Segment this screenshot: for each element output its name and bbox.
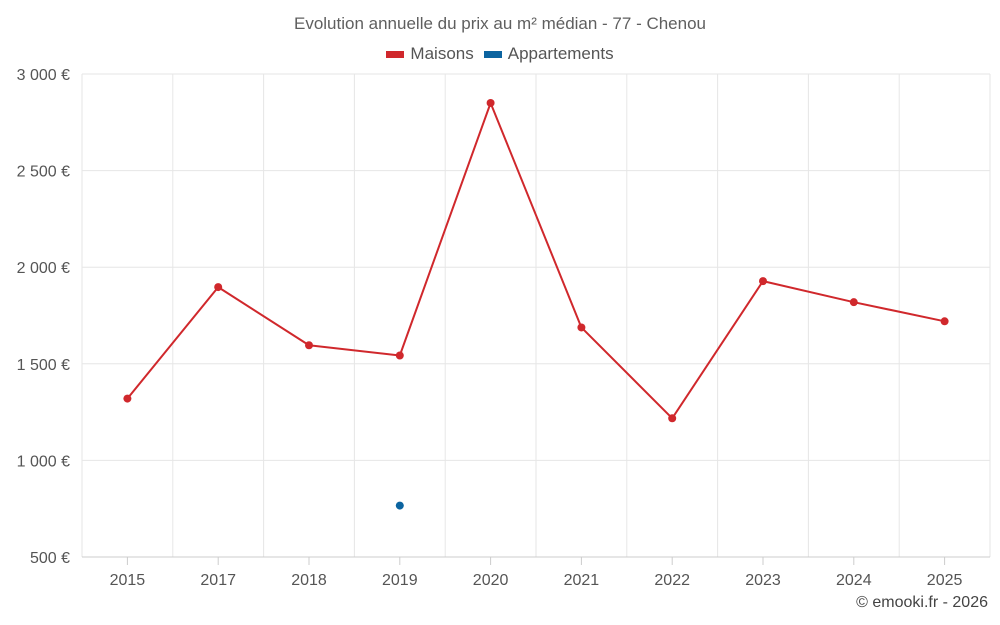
data-point-maisons[interactable] [305, 341, 313, 350]
y-tick-label: 3 000 € [17, 67, 70, 84]
x-tick-label: 2017 [200, 572, 236, 589]
x-tick-label: 2019 [382, 572, 418, 589]
data-point-maisons[interactable] [940, 317, 949, 326]
data-point-maisons[interactable] [577, 323, 586, 332]
x-tick-label: 2022 [654, 572, 690, 589]
legend-label-maisons: Maisons [410, 44, 474, 63]
chart-title: Evolution annuelle du prix au m² médian … [293, 14, 707, 33]
data-point-maisons[interactable] [668, 414, 677, 423]
legend-label-appartements: Appartements [507, 44, 614, 63]
series-line-maisons [126, 101, 945, 420]
data-point-maisons[interactable] [395, 351, 404, 360]
y-tick-label: 1 000 € [17, 453, 70, 470]
x-tick-label: 2021 [564, 572, 600, 589]
x-tick-label: 2024 [836, 572, 872, 589]
y-tick-label: 2 500 € [17, 164, 70, 181]
x-tick-label: 2015 [110, 572, 146, 589]
y-tick-label: 1 500 € [17, 357, 70, 374]
data-point-maisons[interactable] [123, 394, 132, 403]
legend-item-appartements[interactable]: Appartements [483, 44, 614, 64]
legend-swatch-maisons [386, 50, 405, 58]
legend-swatch-appartements [483, 50, 502, 58]
data-point-appartements[interactable] [395, 501, 404, 510]
x-tick-label: 2023 [745, 572, 781, 589]
legend: Maisons Appartements [0, 44, 1000, 64]
legend-item-maisons[interactable]: Maisons [386, 44, 474, 64]
data-point-maisons[interactable] [849, 298, 858, 307]
x-tick-label: 2025 [927, 572, 963, 589]
x-tick-label: 2020 [473, 572, 509, 589]
data-point-maisons[interactable] [486, 98, 495, 107]
x-tick-label: 2018 [291, 572, 327, 589]
y-tick-label: 2 000 € [17, 260, 70, 277]
data-point-maisons[interactable] [759, 277, 767, 286]
y-tick-label: 500 € [30, 550, 70, 567]
data-point-maisons[interactable] [214, 283, 223, 292]
credit-text: © emooki.fr - 2026 [856, 594, 988, 611]
